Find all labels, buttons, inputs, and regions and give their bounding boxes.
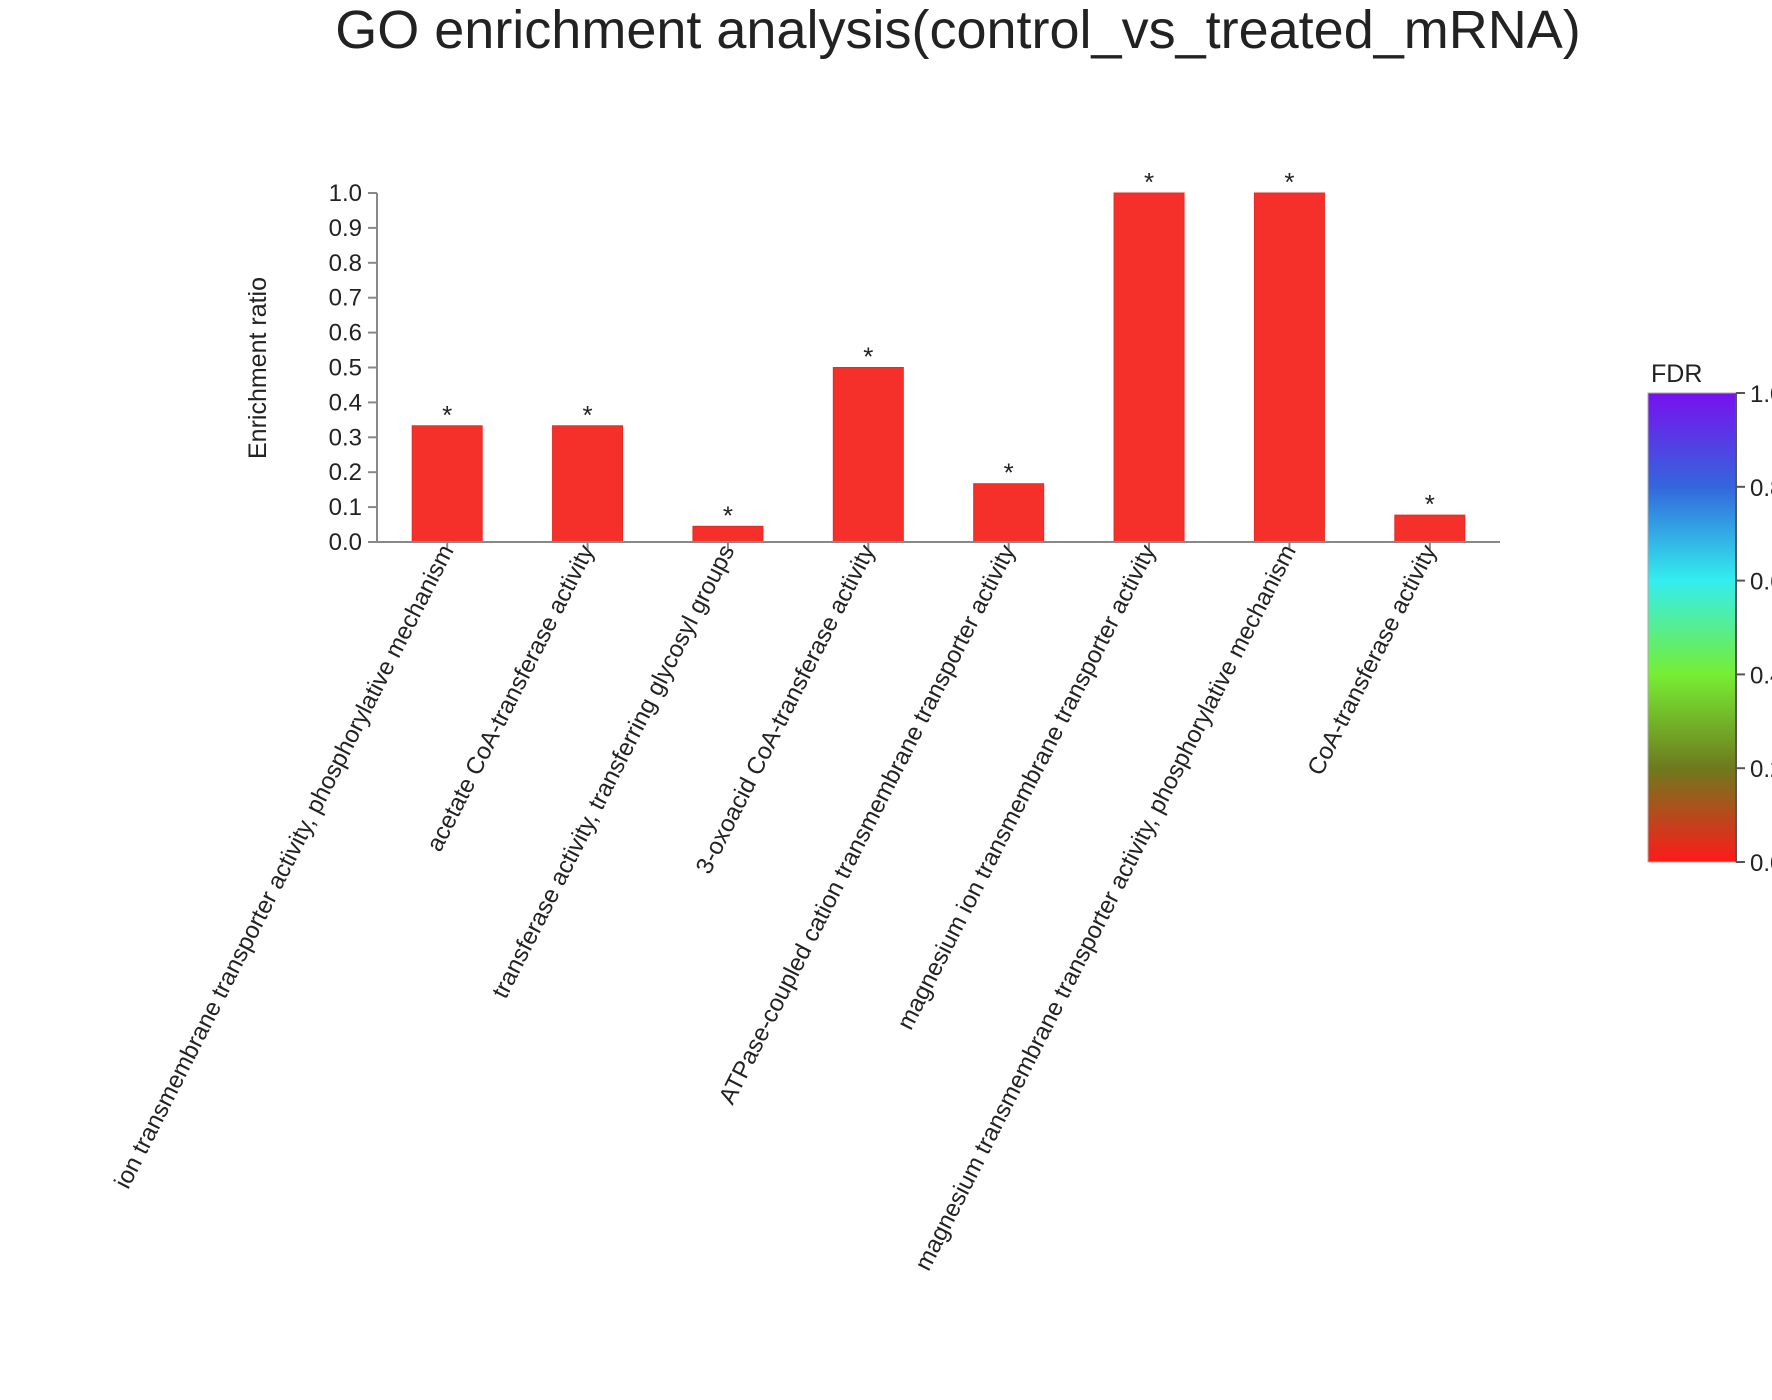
- colorbar-tick-label: 0.4: [1750, 662, 1772, 689]
- significance-star: *: [1425, 489, 1435, 519]
- y-tick-label: 0.1: [329, 494, 362, 521]
- colorbar-tick-label: 0.0: [1750, 850, 1772, 877]
- x-tick-label: CoA-transferase activity: [1302, 540, 1442, 779]
- bar-2: [552, 425, 624, 543]
- y-tick-label: 0.5: [329, 355, 362, 382]
- y-axis-label: Enrichment ratio: [244, 277, 272, 459]
- bar-5: [973, 483, 1045, 543]
- bar-7: [1253, 192, 1325, 543]
- colorbar-tick-label: 0.8: [1750, 475, 1772, 502]
- colorbar-tick-label: 0.6: [1750, 569, 1772, 596]
- significance-star: *: [1284, 167, 1294, 197]
- x-tick-label: acetate CoA-transferase activity: [421, 540, 599, 855]
- colorbar-title: FDR: [1651, 360, 1702, 388]
- significance-star: *: [723, 500, 733, 530]
- colorbar-tick-label: 0.2: [1750, 756, 1772, 783]
- x-tick-label: ion transmembrane transporter activity, …: [109, 540, 459, 1192]
- x-axis: ion transmembrane transporter activity, …: [109, 540, 1500, 1275]
- bar-1: [411, 425, 483, 543]
- x-tick-label: ATPase-coupled cation transmembrane tran…: [714, 540, 1021, 1108]
- y-tick-label: 0.4: [329, 389, 362, 416]
- bar-4: [832, 367, 904, 543]
- bars: * * * * * * * *: [411, 167, 1466, 543]
- y-tick-label: 0.6: [329, 320, 362, 347]
- bar-6: [1113, 192, 1185, 543]
- fdr-colorbar: FDR 0.0 0.2 0.4 0.6 0.8 1.0: [1647, 360, 1772, 877]
- colorbar-gradient: [1647, 392, 1737, 863]
- y-tick-label: 0.8: [329, 250, 362, 277]
- chart-title: GO enrichment analysis(control_vs_treate…: [335, 0, 1580, 60]
- significance-star: *: [863, 342, 873, 372]
- colorbar-tick-label: 1.0: [1750, 381, 1772, 408]
- y-axis: 0.0 0.1 0.2 0.3 0.4 0.5 0.6 0.7 0.8 0.9 1.0: [329, 180, 378, 556]
- significance-star: *: [1004, 458, 1014, 488]
- significance-star: *: [583, 400, 593, 430]
- bar-8: [1394, 514, 1466, 543]
- significance-star: *: [1144, 167, 1154, 197]
- y-tick-label: 0.9: [329, 215, 362, 242]
- y-tick-label: 0.7: [329, 285, 362, 312]
- y-tick-label: 0.0: [329, 529, 362, 556]
- y-tick-label: 1.0: [329, 180, 362, 207]
- y-tick-label: 0.3: [329, 424, 362, 451]
- y-tick-label: 0.2: [329, 459, 362, 486]
- significance-star: *: [442, 400, 452, 430]
- x-tick-label: magnesium ion transmembrane transporter …: [892, 540, 1161, 1034]
- x-tick-label: transferase activity, transferring glyco…: [487, 540, 740, 1002]
